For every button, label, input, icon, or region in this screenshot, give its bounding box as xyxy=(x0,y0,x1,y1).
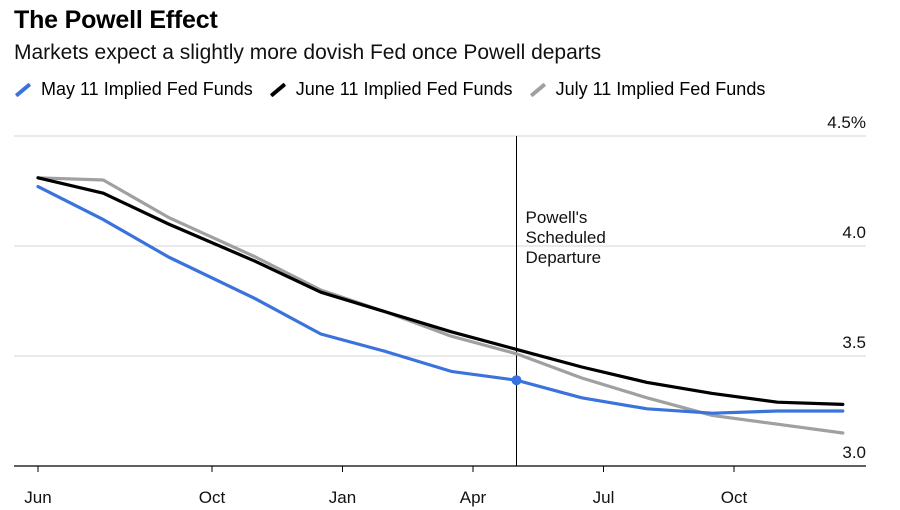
chart-title: The Powell Effect xyxy=(14,6,218,34)
legend-item-may: May 11 Implied Fed Funds xyxy=(14,79,253,100)
x-tick-label: Jul xyxy=(593,488,615,507)
series-line-july xyxy=(36,176,845,435)
annotation-line: Powell's xyxy=(526,208,588,227)
legend-label-may: May 11 Implied Fed Funds xyxy=(41,79,253,99)
x-tick-label: Jun xyxy=(24,488,51,507)
departure-annotation: Powell's Scheduled Departure xyxy=(526,208,606,267)
y-tick-label: 4.0 xyxy=(842,223,866,242)
annotation-line: Scheduled xyxy=(526,228,606,247)
legend-item-july: July 11 Implied Fed Funds xyxy=(529,79,766,100)
annotation-line: Departure xyxy=(526,248,602,267)
series-line-june xyxy=(36,176,845,406)
chart-subtitle: Markets expect a slightly more dovish Fe… xyxy=(14,41,602,64)
legend-label-july: July 11 Implied Fed Funds xyxy=(555,79,766,99)
departure-marker xyxy=(511,375,522,386)
legend: May 11 Implied Fed Funds June 11 Implied… xyxy=(14,79,781,100)
y-tick-label: 3.5 xyxy=(842,333,866,352)
x-tick-label: Oct xyxy=(199,488,226,507)
x-tick-label: Jan xyxy=(329,488,356,507)
series-line-may xyxy=(36,185,845,415)
x-tick-label: Apr xyxy=(460,488,487,507)
y-tick-label: 3.0 xyxy=(842,443,866,462)
x-tick-label: Oct xyxy=(721,488,748,507)
y-tick-label: 4.5% xyxy=(827,113,866,132)
legend-item-june: June 11 Implied Fed Funds xyxy=(269,79,513,100)
legend-label-june: June 11 Implied Fed Funds xyxy=(295,79,513,99)
